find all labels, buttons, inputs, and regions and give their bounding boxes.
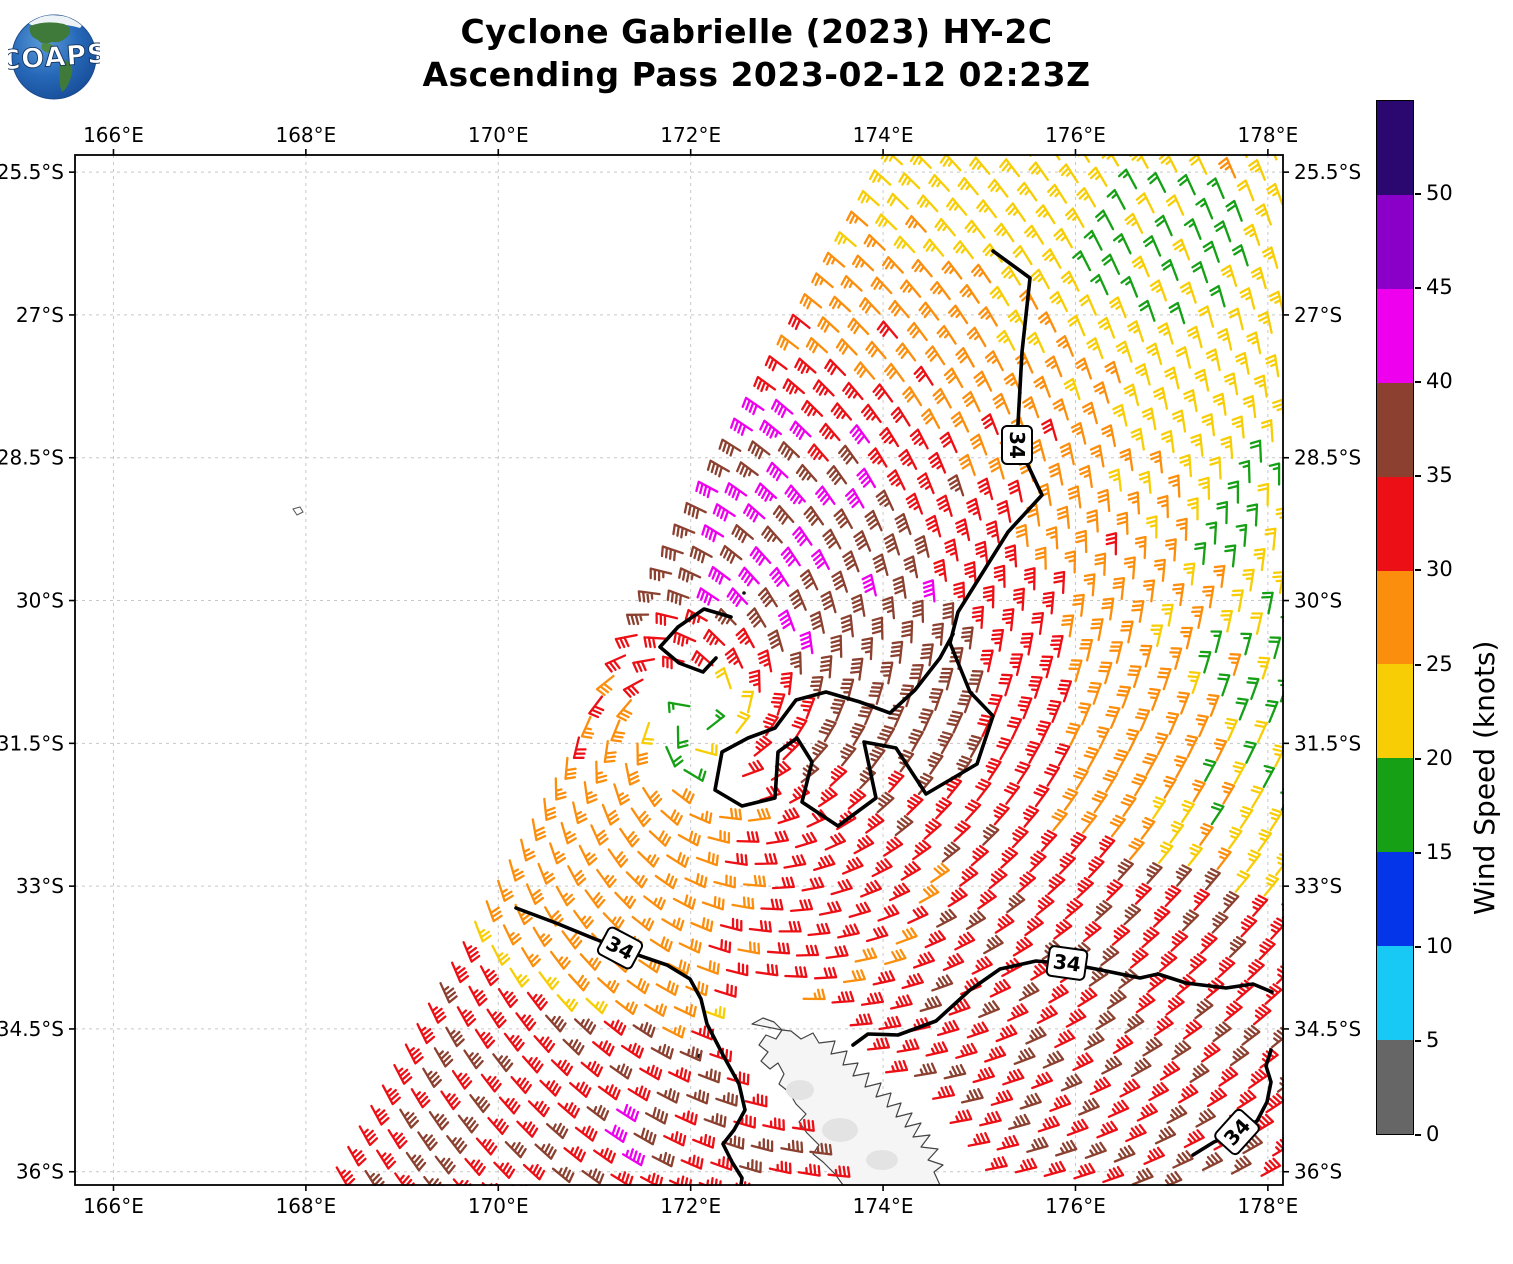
colorbar-axis-label-text: Wind Speed (knots) (1468, 640, 1501, 915)
small-island-dot (742, 591, 746, 595)
x-tick-label-bottom: 176°E (1045, 1194, 1106, 1218)
y-tick-label-left: 30°S (16, 589, 64, 613)
x-tick-label-bottom: 170°E (468, 1194, 529, 1218)
colorbar-ticks: 0 5 10 15 20 25 30 35 40 45 50 (1414, 100, 1504, 1146)
y-tick-label-left: 27°S (16, 303, 64, 327)
globe-icon: COAPS (0, 14, 109, 100)
y-tick-label-left: 31.5°S (0, 731, 64, 755)
x-tick-label-bottom: 166°E (83, 1194, 144, 1218)
colorbar-segment-0-5 (1377, 1040, 1413, 1134)
contour-label-34: 34 (1214, 1108, 1260, 1156)
colorbar-segment-40-45 (1377, 288, 1413, 383)
x-tick-label-top: 174°E (853, 123, 914, 147)
x-tick-label-top: 176°E (1045, 123, 1106, 147)
y-tick-label-right: 27°S (1294, 303, 1342, 327)
coaps-logo: COAPS (0, 10, 109, 102)
colorbar-segment-5-10 (1377, 946, 1413, 1041)
y-tick-label-right: 30°S (1294, 589, 1342, 613)
contour-label-34: 34 (596, 926, 644, 970)
plot-border (74, 154, 1284, 1186)
colorbar-segment-35-40 (1377, 382, 1413, 477)
y-tick-label-left: 33°S (16, 874, 64, 898)
x-tick-label-bottom: 178°E (1237, 1194, 1298, 1218)
contour-label-34: 34 (1001, 425, 1033, 465)
y-tick-label-left: 36°S (16, 1160, 64, 1184)
figure-title: Cyclone Gabrielle (2023) HY-2C Ascending… (0, 10, 1513, 96)
colorbar-segment-50-55 (1377, 101, 1413, 195)
x-tick-label-top: 170°E (468, 123, 529, 147)
axis-ticks (69, 149, 1289, 1191)
x-tick-label-bottom: 174°E (853, 1194, 914, 1218)
title-line-2: Ascending Pass 2023-02-12 02:23Z (422, 55, 1091, 94)
y-tick-label-right: 25.5°S (1294, 160, 1361, 184)
svg-text:34: 34 (1005, 431, 1029, 459)
y-tick-label-left: 28.5°S (0, 446, 64, 470)
y-tick-label-left: 25.5°S (0, 160, 64, 184)
axis-tick-labels: 166°E 166°E 168°E 168°E 170°E 170°E 172°E 172°E… (0, 123, 1361, 1218)
colorbar (1376, 100, 1414, 1135)
x-tick-label-top: 168°E (275, 123, 336, 147)
y-tick-label-right: 36°S (1294, 1160, 1342, 1184)
colorbar-segment-45-50 (1377, 194, 1413, 289)
x-tick-label-top: 178°E (1237, 123, 1298, 147)
x-tick-label-top: 166°E (83, 123, 144, 147)
x-tick-label-bottom: 168°E (275, 1194, 336, 1218)
y-tick-label-right: 31.5°S (1294, 731, 1361, 755)
x-tick-label-bottom: 172°E (660, 1194, 721, 1218)
contour-label-34: 34 (1045, 945, 1089, 981)
y-tick-label-left: 34.5°S (0, 1017, 64, 1041)
wind-barb-layer (335, 154, 1284, 1186)
colorbar-segment-15-20 (1377, 758, 1413, 853)
x-tick-label-top: 172°E (660, 123, 721, 147)
svg-text:34: 34 (1052, 949, 1083, 977)
y-tick-label-right: 34.5°S (1294, 1017, 1361, 1041)
34kt-contour (713, 249, 1044, 828)
y-tick-label-right: 28.5°S (1294, 446, 1361, 470)
34kt-contour (658, 607, 733, 674)
land-layer (292, 506, 944, 1186)
colorbar-segment-25-30 (1377, 570, 1413, 665)
norfolk-island-outline (292, 506, 304, 516)
nz-northland-coastline (751, 1017, 944, 1186)
title-line-1: Cyclone Gabrielle (2023) HY-2C (460, 12, 1053, 51)
34kt-contour-layer: 34 34 34 34 (514, 249, 1274, 1186)
colorbar-segment-10-15 (1377, 852, 1413, 947)
colorbar-segment-30-35 (1377, 476, 1413, 571)
y-tick-label-right: 33°S (1294, 874, 1342, 898)
colorbar-segment-20-25 (1377, 664, 1413, 759)
